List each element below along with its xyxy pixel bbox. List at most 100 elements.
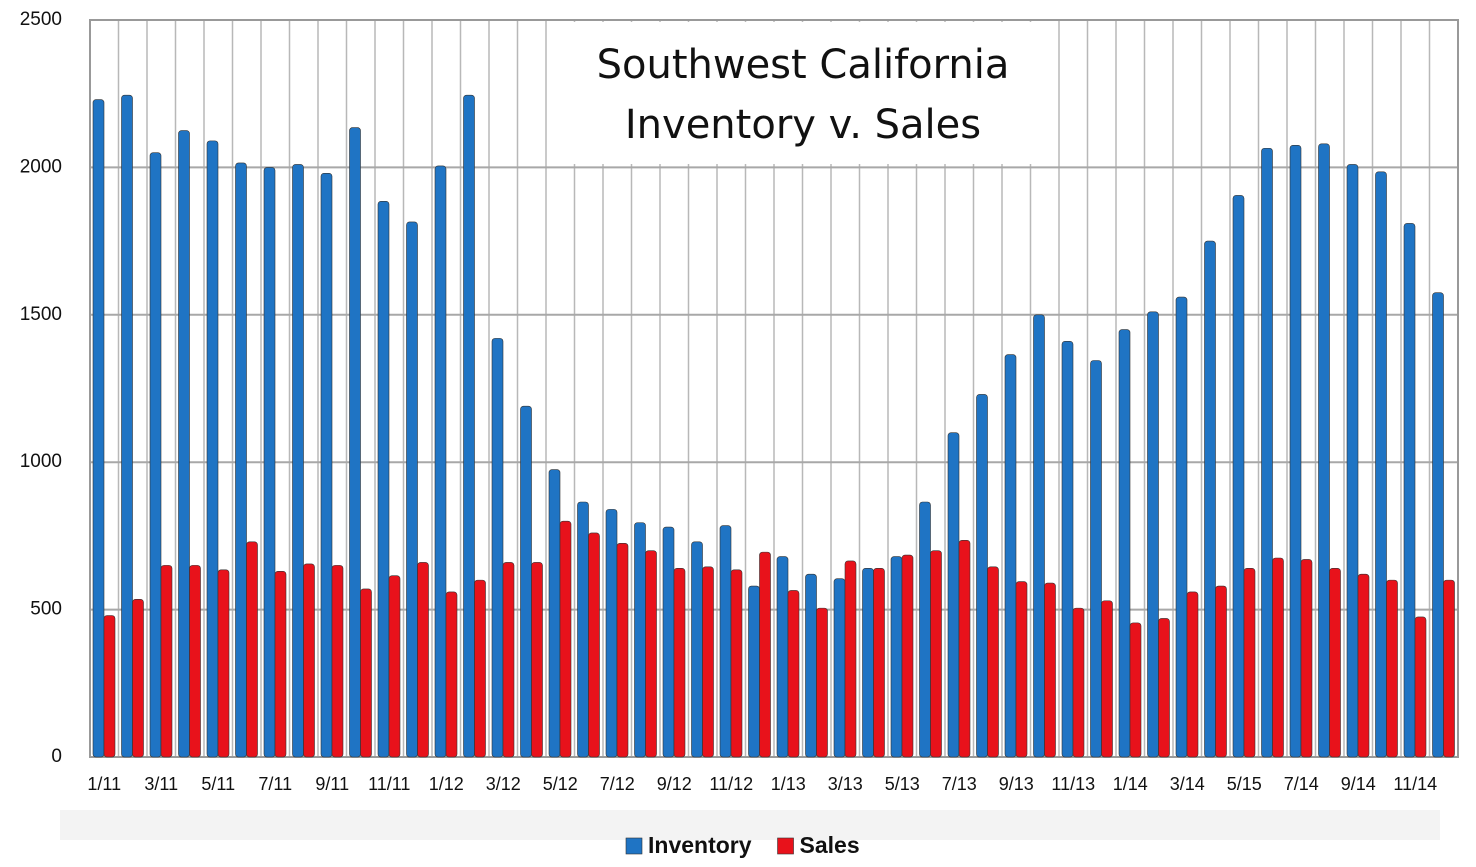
y-tick-label: 1500 [20,304,62,325]
y-tick-label: 2000 [20,156,62,177]
bar [417,562,429,758]
bar [491,338,504,758]
x-tick-label: 3/14 [1170,774,1205,794]
bar [292,164,304,758]
bar [1243,568,1256,758]
bar [463,94,475,758]
bar [1272,557,1284,758]
bar [1033,314,1045,758]
bar [206,140,219,758]
bar [1004,354,1017,758]
bar [691,541,703,758]
x-tick-label: 3/11 [144,774,178,794]
bar [235,162,247,758]
bar [274,570,287,758]
x-tick-label: 7/14 [1284,774,1319,794]
bar [1261,147,1273,758]
bar [160,565,173,758]
legend-swatch [625,837,643,855]
y-tick-label: 2500 [20,9,62,30]
bar [1061,341,1074,758]
bar [702,566,714,758]
bar [531,562,543,758]
bar [377,201,390,758]
y-tick-label: 500 [30,599,62,620]
x-tick-label: 5/13 [885,774,920,794]
plot-frame [89,19,1459,758]
bar [502,562,515,758]
bar [634,522,646,758]
bar [588,532,600,758]
bar [1386,579,1398,758]
bar [548,469,561,758]
bar [787,590,800,758]
bar [1432,292,1444,758]
x-tick-label: 9/13 [999,774,1034,794]
bar [1414,616,1427,758]
bar [673,568,686,758]
bar [890,556,903,758]
x-tick-label: 1/12 [429,774,464,794]
x-tick-label: 11/12 [709,774,753,794]
x-tick-label: 11/13 [1051,774,1095,794]
bar [1118,329,1131,758]
x-tick-label: 3/12 [486,774,521,794]
bar [958,540,971,758]
x-tick-label: 7/11 [258,774,292,794]
legend-swatch [777,837,794,855]
bar [662,526,675,758]
bar [1318,143,1330,758]
bar [844,560,857,758]
x-tick-label: 11/11 [368,774,410,794]
bar [873,568,885,758]
bar [1175,296,1188,758]
bar [901,554,914,758]
bar [149,152,162,758]
bar [616,542,629,758]
x-tick-label: 1/13 [771,774,806,794]
chart-title: Inventory v. Sales [625,102,981,148]
bar [434,165,447,758]
x-tick-label: 5/11 [201,774,235,794]
bar [132,598,144,758]
bar [1375,171,1387,758]
bar [776,556,789,758]
bar [987,566,999,758]
bar [1232,195,1245,758]
bar [559,520,572,758]
x-tick-label: 1/14 [1113,774,1148,794]
bar [406,221,418,758]
legend-label: Sales [800,832,860,858]
bar [1072,607,1085,758]
x-tick-label: 7/13 [942,774,977,794]
bar [1357,573,1370,758]
bar [121,94,133,758]
bar [730,569,743,758]
x-tick-label: 7/12 [600,774,635,794]
bar [1090,360,1102,758]
x-tick-label: 11/14 [1393,774,1437,794]
y-tick-label: 1000 [20,451,62,472]
bar [759,551,771,758]
bar [388,575,401,758]
bar [1101,600,1113,758]
bar [1204,240,1216,758]
bar [862,568,874,758]
bar [805,573,817,758]
bar [833,578,846,758]
bar [976,394,988,758]
bar [92,99,105,758]
bar [246,541,258,758]
bar [189,565,201,758]
chart-title: Southwest California [597,42,1010,88]
bar [263,167,276,758]
x-tick-label: 5/12 [543,774,578,794]
bar [103,615,116,758]
bar [1443,579,1455,758]
bar [349,127,361,758]
bar [816,607,828,758]
bar [1044,582,1056,758]
x-tick-label: 9/11 [315,774,349,794]
bar [947,432,960,758]
legend-label: Inventory [648,832,752,858]
